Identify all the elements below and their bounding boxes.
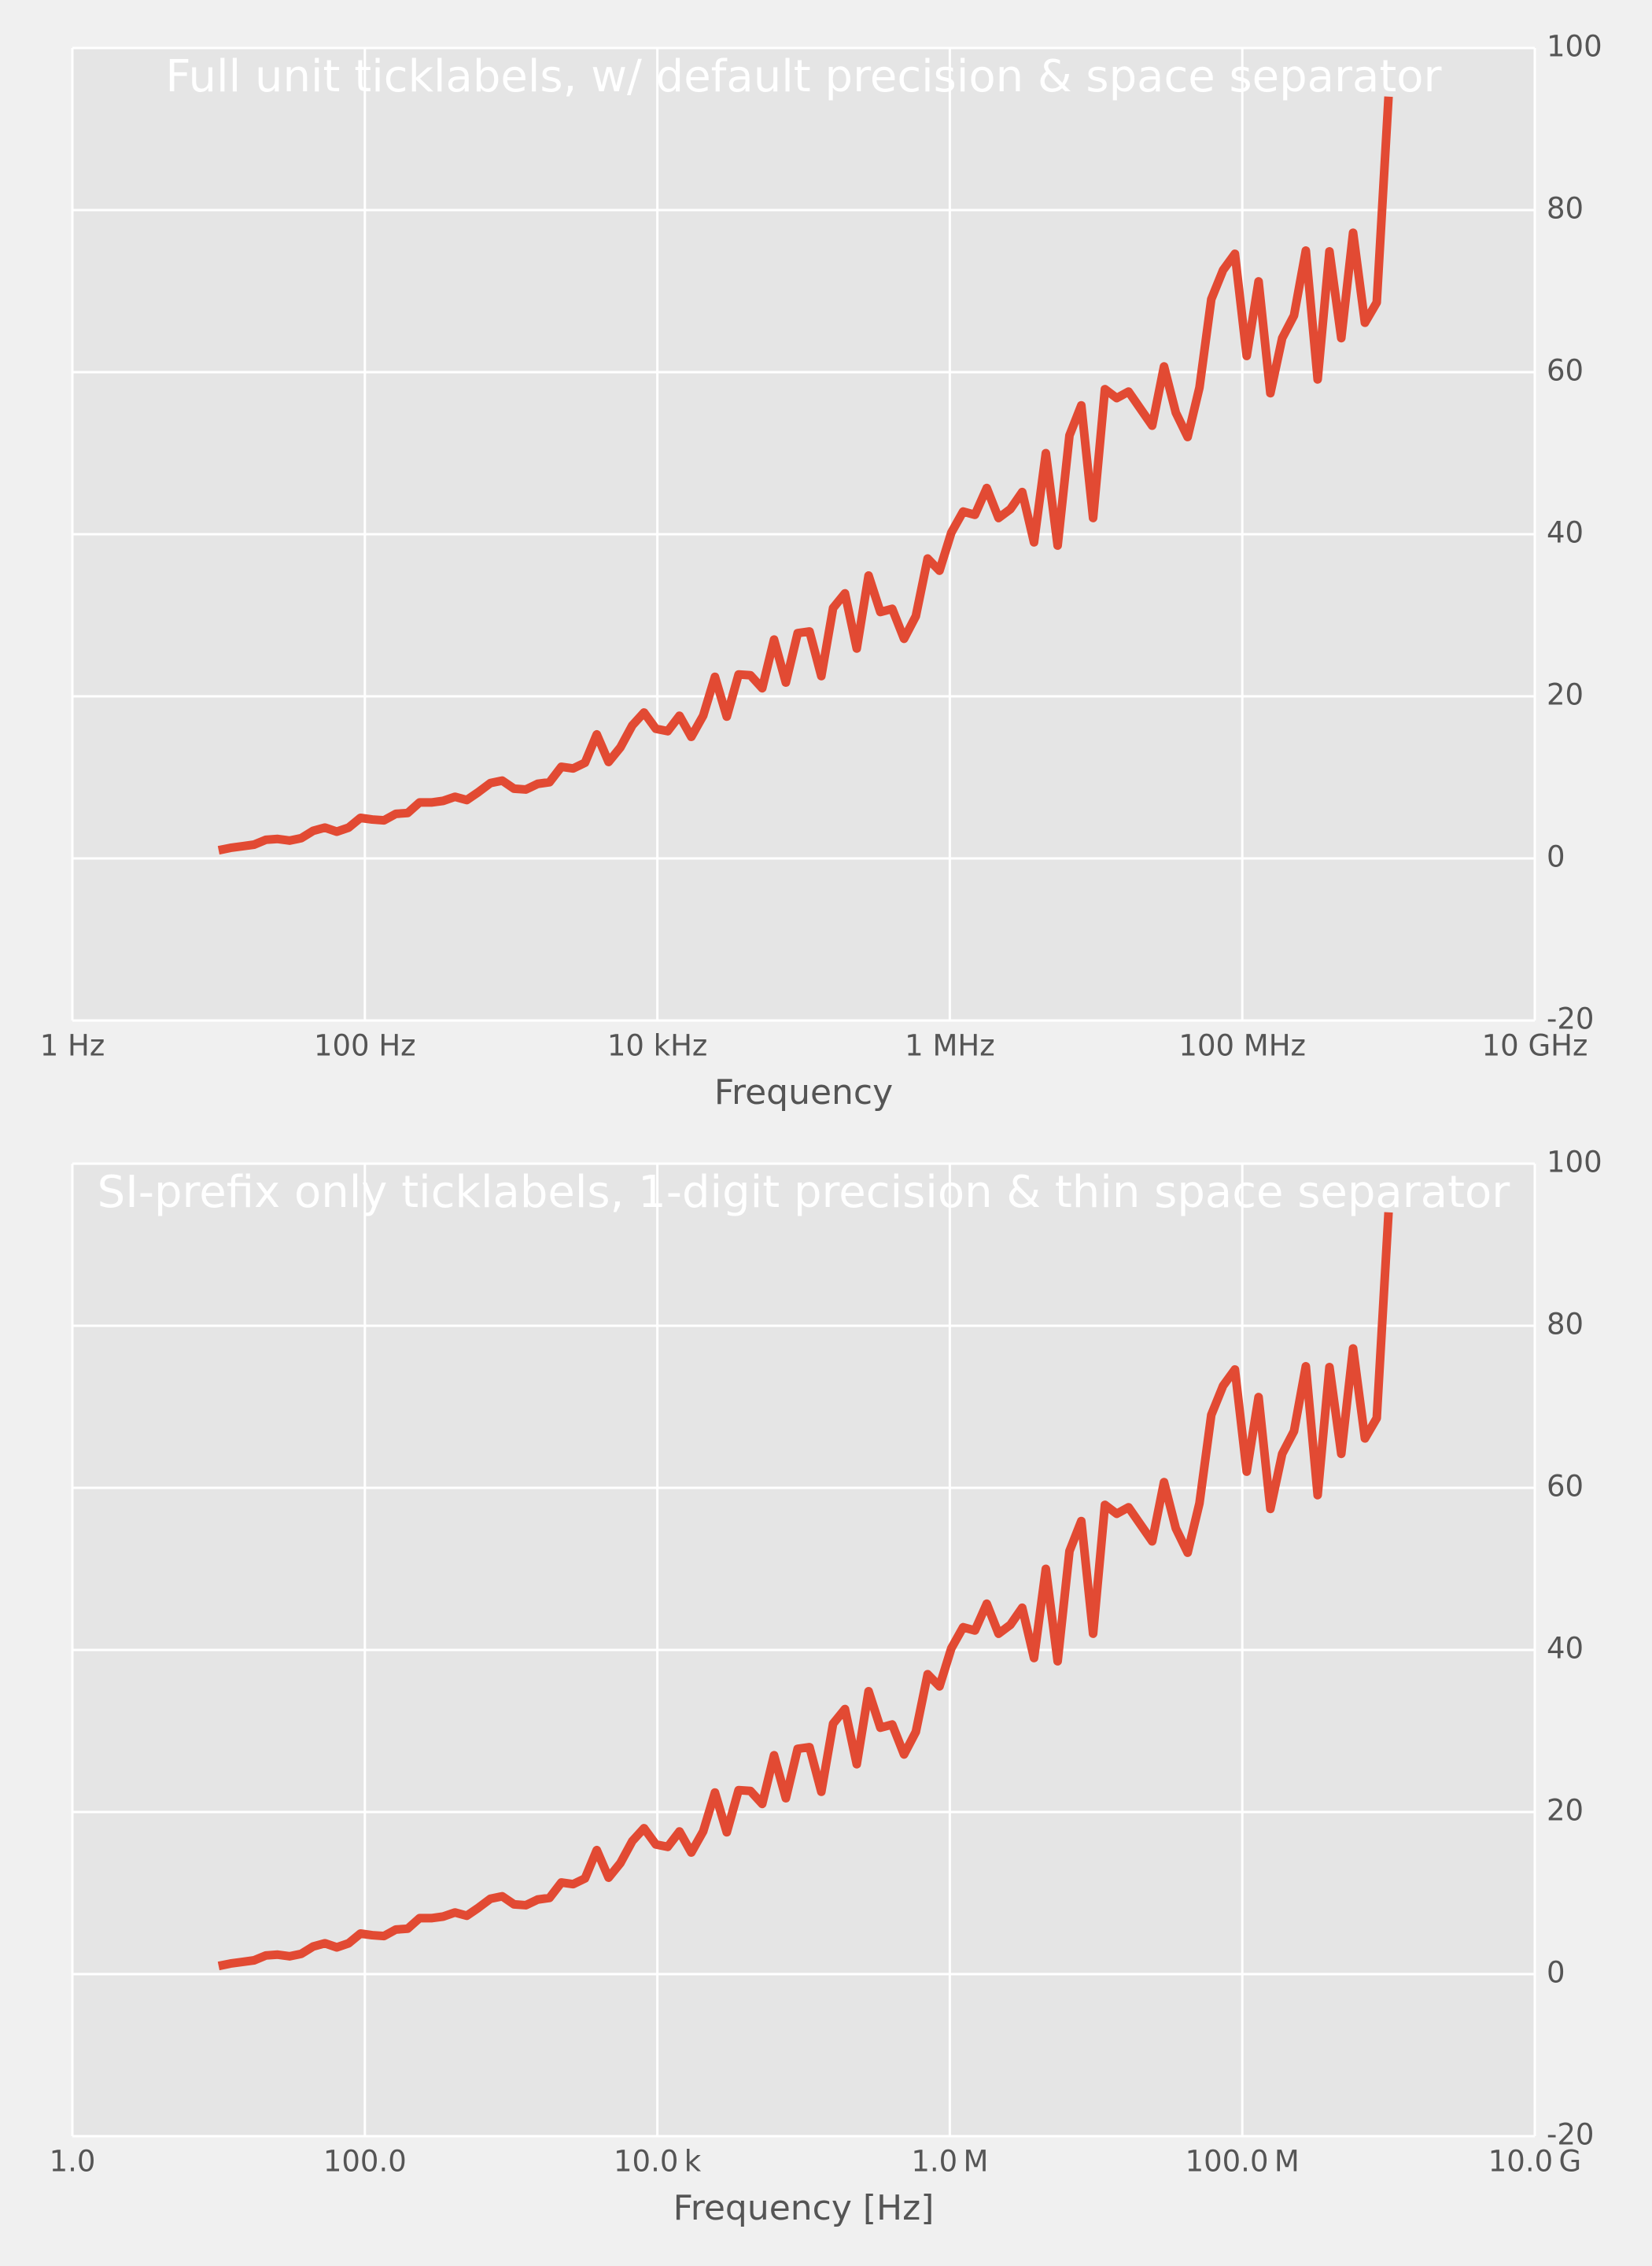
y-tick-label: 100: [1547, 1146, 1602, 1179]
y-tick-label: 20: [1547, 678, 1584, 712]
x-tick-label: 10 kHz: [607, 1029, 708, 1063]
y-tick-label: 60: [1547, 354, 1584, 388]
x-tick-label: 100.0: [323, 2145, 407, 2179]
y-tick-label: 60: [1547, 1470, 1584, 1504]
y-tick-label: 40: [1547, 1632, 1584, 1666]
x-tick-label: 10.0 k: [614, 2145, 702, 2179]
x-tick-label: 100 Hz: [314, 1029, 416, 1063]
x-axis-label: Frequency: [714, 1072, 893, 1113]
y-tick-label: -20: [1547, 1002, 1594, 1036]
x-tick-label: 1 MHz: [905, 1029, 994, 1063]
x-tick-label: 100 MHz: [1178, 1029, 1306, 1063]
x-tick-label: 10.0 G: [1488, 2145, 1581, 2179]
y-tick-label: 100: [1547, 30, 1602, 64]
y-tick-label: 80: [1547, 192, 1584, 226]
x-axis-label: Frequency [Hz]: [673, 2188, 935, 2228]
chart-title: SI-prefix only ticklabels, 1-digit preci…: [98, 1167, 1511, 1218]
y-tick-label: 40: [1547, 516, 1584, 550]
x-tick-label: 1.0 M: [911, 2145, 988, 2179]
x-tick-label: 100.0 M: [1186, 2145, 1300, 2179]
y-tick-label: 0: [1547, 1956, 1565, 1990]
x-tick-label: 10 GHz: [1482, 1029, 1588, 1063]
y-tick-label: 80: [1547, 1308, 1584, 1342]
data-line: [217, 96, 1393, 855]
y-tick-label: 0: [1547, 840, 1565, 874]
y-tick-label: -20: [1547, 2118, 1594, 2152]
y-tick-label: 20: [1547, 1794, 1584, 1828]
x-tick-label: 1 Hz: [40, 1029, 105, 1063]
chart-title: Full unit ticklabels, w/ default precisi…: [165, 51, 1442, 102]
x-tick-label: 1.0: [50, 2145, 96, 2179]
data-line: [217, 1212, 1393, 1971]
